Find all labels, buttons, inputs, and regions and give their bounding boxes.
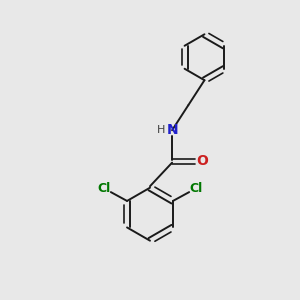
Text: Cl: Cl [98,182,111,195]
Text: N: N [166,123,178,137]
Text: O: O [196,154,208,168]
Text: Cl: Cl [189,182,202,195]
Text: H: H [157,125,165,135]
